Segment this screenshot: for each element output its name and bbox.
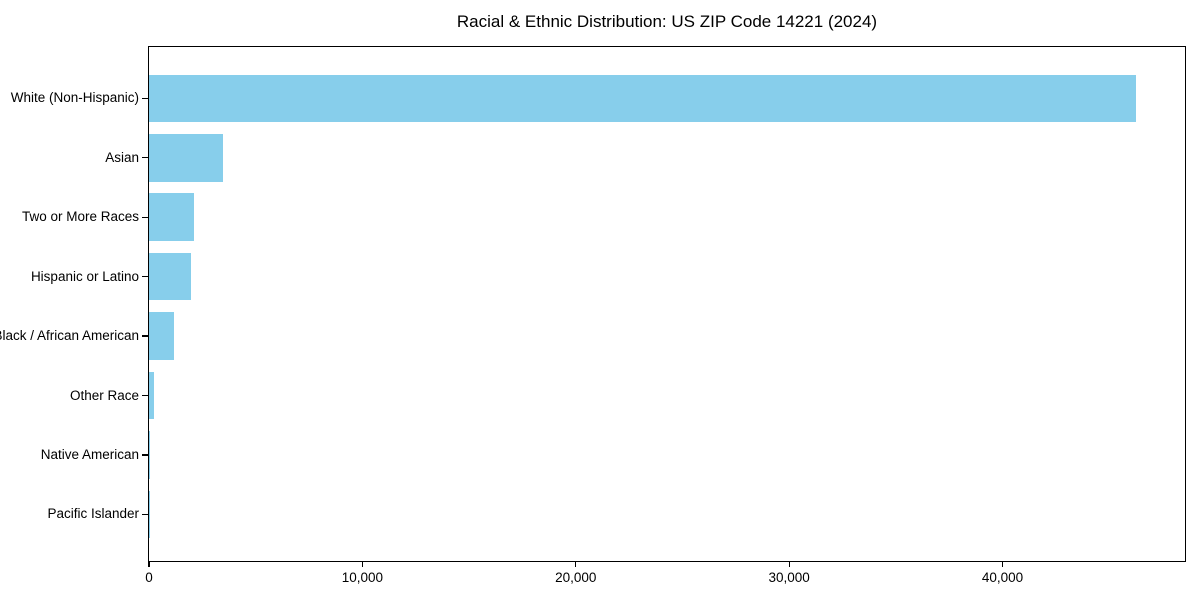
chart-title: Racial & Ethnic Distribution: US ZIP Cod… bbox=[456, 12, 878, 31]
x-axis-tick bbox=[575, 561, 577, 567]
x-axis-tick bbox=[148, 561, 150, 567]
y-axis-label: Other Race bbox=[69, 387, 139, 403]
x-axis-tick-label: 40,000 bbox=[981, 570, 1024, 585]
y-axis-tick bbox=[142, 216, 148, 218]
y-axis-tick bbox=[142, 513, 148, 516]
y-axis-label: Asian bbox=[105, 149, 139, 165]
bar bbox=[149, 193, 195, 241]
y-axis-tick bbox=[142, 394, 148, 397]
x-axis-tick-label: 20,000 bbox=[555, 570, 597, 585]
y-axis-tick bbox=[142, 157, 148, 159]
bar bbox=[149, 252, 191, 301]
x-axis-tick bbox=[788, 561, 790, 567]
y-axis-label: Black / African American bbox=[0, 328, 139, 344]
y-axis-label: Pacific Islander bbox=[47, 506, 139, 522]
bar bbox=[149, 134, 223, 182]
y-axis-label: White (Non-Hispanic) bbox=[10, 90, 139, 106]
y-axis-label: Hispanic or Latino bbox=[30, 268, 139, 284]
x-axis-tick-label: 30,000 bbox=[768, 570, 810, 585]
x-axis-tick bbox=[1001, 561, 1004, 567]
y-axis-label: Two or More Races bbox=[21, 209, 139, 225]
y-axis-tick bbox=[142, 97, 148, 99]
bar bbox=[149, 490, 150, 539]
plot-area: White (Non-Hispanic) Asian Two or More Rac… bbox=[0, 46, 1186, 585]
bar bbox=[149, 371, 154, 420]
x-axis-tick-label: 10,000 bbox=[341, 570, 384, 585]
y-axis-tick bbox=[142, 276, 148, 278]
bar bbox=[149, 74, 1136, 123]
y-axis-tick bbox=[142, 454, 148, 456]
y-axis-tick bbox=[142, 335, 148, 337]
bar bbox=[149, 431, 151, 479]
x-axis-tick-label: 0 bbox=[145, 570, 153, 585]
y-axis-label: Native American bbox=[40, 447, 139, 462]
x-axis-tick bbox=[361, 561, 364, 567]
bar bbox=[149, 312, 175, 360]
